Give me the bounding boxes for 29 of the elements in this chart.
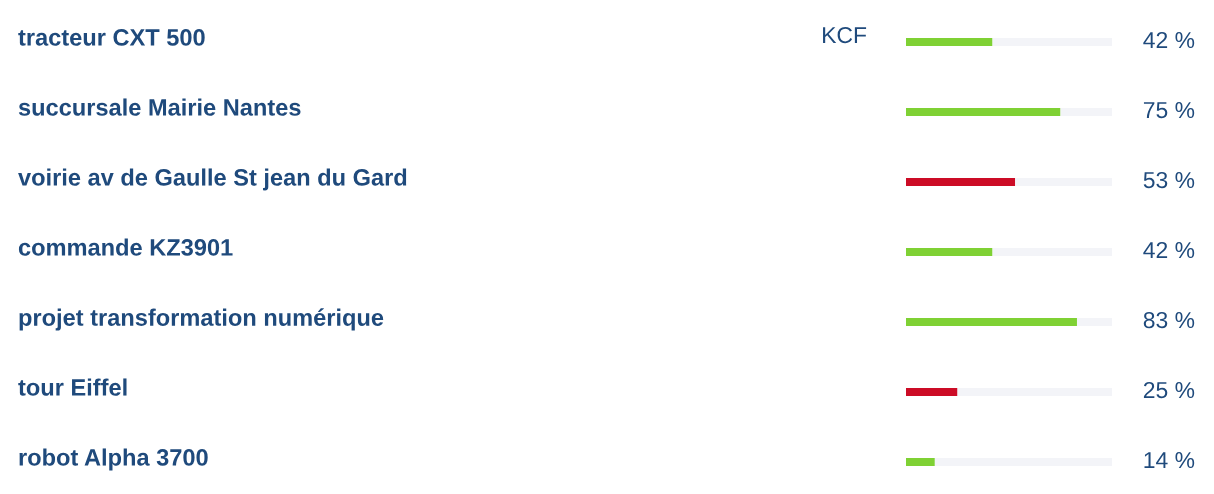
bar (906, 108, 1061, 116)
bar (906, 388, 958, 396)
bar (1060, 108, 1112, 116)
y-tick-label: tour Eiffel (18, 378, 127, 396)
y-tick-label: projet transformation numérique (19, 308, 384, 331)
y-tick-label: succursale Mairie Nantes (18, 98, 301, 116)
y-tick-label: voirie av de Gaulle St jean du Gard (18, 168, 407, 191)
bar (1076, 318, 1112, 326)
data-label: 53 % (1143, 171, 1195, 189)
data-label: 83 % (1143, 311, 1195, 329)
y-tick-label: robot Alpha 3700 (19, 448, 208, 471)
data-label: 42 % (1143, 31, 1195, 49)
bar (906, 248, 993, 256)
bar (906, 178, 1016, 186)
data-label: 75 % (1143, 102, 1195, 119)
bar (992, 248, 1112, 256)
bar (906, 458, 935, 466)
bar (906, 38, 993, 46)
text: KCF (823, 26, 867, 44)
bar (906, 318, 1077, 326)
data-label: 14 % (1144, 452, 1195, 469)
data-label: 25 % (1143, 381, 1195, 399)
data-label: 42 % (1143, 241, 1195, 259)
y-tick-label: tracteur CXT 500 (18, 29, 205, 46)
bar (992, 38, 1112, 46)
y-tick-label: commande KZ3901 (18, 238, 233, 256)
bar (1015, 178, 1112, 186)
bar (934, 458, 1112, 466)
bar (957, 388, 1112, 396)
